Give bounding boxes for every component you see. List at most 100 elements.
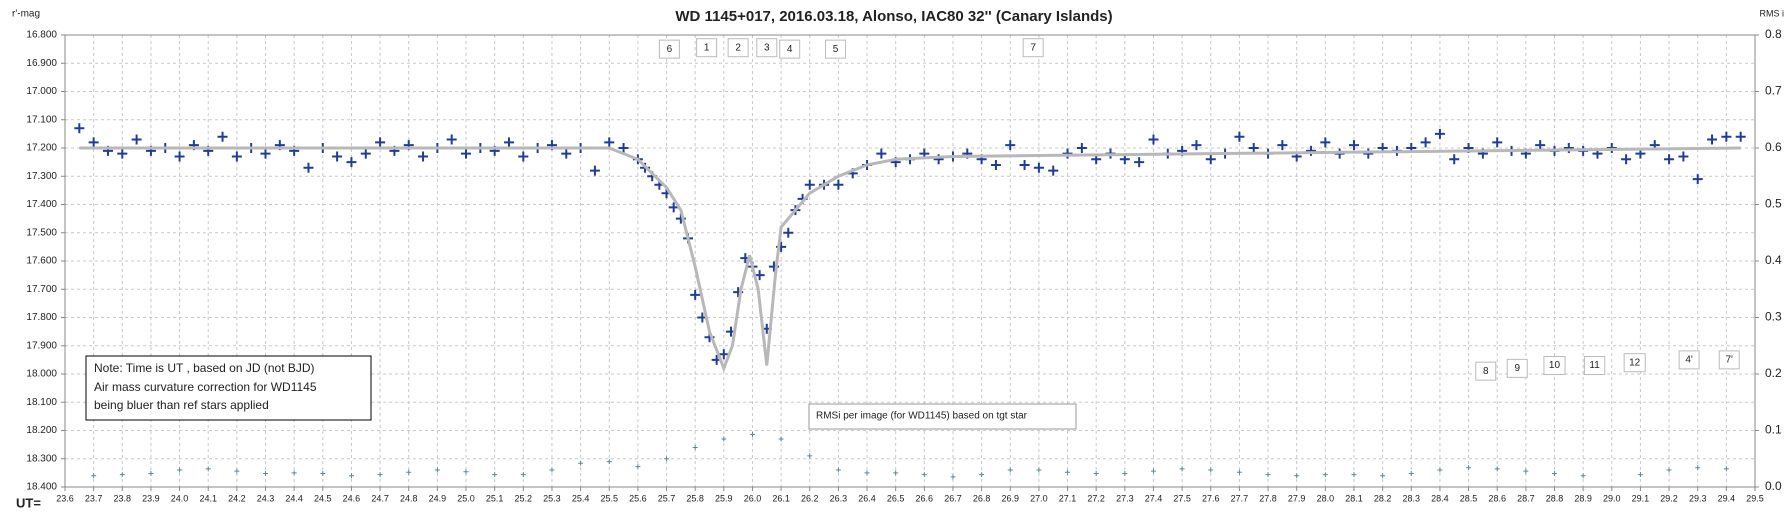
rms-point [835,467,841,473]
mag-point [1234,131,1245,142]
x-tick-label: 26.6 [916,493,934,503]
y-tick-label: 17.500 [26,227,57,238]
mag-point [1062,148,1073,159]
x-tick-label: 26.0 [744,493,762,503]
mag-point [1420,137,1431,148]
event-label: 3 [764,42,770,53]
x-tick-label: 29.1 [1632,493,1650,503]
x-tick-label: 24.4 [285,493,303,503]
y-axis-label: r'-mag [12,9,40,20]
rms-point [434,467,440,473]
event-label: 2 [735,42,741,53]
mag-point [1248,143,1259,153]
rms-point [864,470,870,476]
rms-point [348,473,354,479]
x-tick-label: 26.5 [887,493,905,503]
x-tick-label: 27.3 [1116,493,1134,503]
x-tick-label: 28.1 [1345,493,1363,503]
event-label: 11 [1589,360,1600,371]
x-tick-label: 26.8 [973,493,991,503]
rms-point [1093,470,1099,476]
event-box [756,38,778,58]
rms-point [1723,466,1729,472]
rms-point [1122,470,1128,476]
x-tick-label: 27.8 [1259,493,1277,503]
x-tick-label: 25.6 [629,493,647,503]
rms-point [1007,467,1013,473]
rms-point [1179,466,1185,472]
event-box [1506,358,1528,378]
rms-point [778,436,784,442]
y2-tick-label: 0.2 [1765,366,1782,380]
rms-point [807,453,813,459]
mag-point [503,137,514,148]
event-box [658,39,680,59]
y-tick-label: 17.000 [26,86,57,97]
mag-point [88,137,99,148]
x-tick-label: 24.5 [314,493,332,503]
mag-point [1076,143,1087,153]
y-tick-label: 17.300 [26,171,57,182]
y-tick-label: 18.400 [26,482,57,493]
y2-tick-label: 0.6 [1765,140,1782,154]
mag-point [74,123,85,134]
event-box [1678,350,1700,370]
event-label: 4' [1685,355,1693,366]
x-axis-label: UT= [16,495,41,510]
x-tick-label: 23.9 [142,493,160,503]
mag-point [1048,165,1059,176]
rms-point [1580,473,1586,479]
mag-point [1563,143,1574,153]
mag-point [1005,140,1016,151]
mag-point [1019,159,1030,170]
y-tick-label: 18.000 [26,369,57,380]
x-tick-label: 26.7 [944,493,962,503]
x-tick-label: 27.5 [1173,493,1191,503]
event-box [1623,353,1646,373]
y-tick-label: 17.800 [26,312,57,323]
x-tick-label: 28.6 [1488,493,1506,503]
x-tick-label: 27.0 [1030,493,1048,503]
mag-point [1033,162,1044,173]
mag-point [1735,131,1746,142]
mag-point [1277,140,1288,151]
x-tick-label: 25.9 [715,493,733,503]
mag-point [690,289,701,300]
event-box [1718,350,1740,370]
y-tick-label: 16.800 [26,30,57,41]
event-box [1475,361,1497,381]
x-tick-label: 27.4 [1145,493,1163,503]
y2-tick-label: 0.4 [1765,253,1782,267]
x-tick-label: 25.8 [686,493,704,503]
rms-point [1494,466,1500,472]
x-tick-label: 28.2 [1374,493,1392,503]
y-tick-label: 17.700 [26,284,57,295]
mag-point [217,131,228,142]
rms-point [492,472,498,478]
x-tick-label: 25.3 [543,493,561,503]
mag-point [1348,140,1359,151]
mag-point [117,148,128,159]
rms-point [606,459,612,465]
y2-axis-label: RMS i [1760,8,1785,18]
mag-point [1664,154,1675,165]
rms-point [578,460,584,466]
y-tick-label: 16.900 [26,58,57,69]
mag-point [1306,145,1317,156]
event-box [727,38,749,58]
rms-point [91,473,97,479]
mag-point [346,157,357,168]
rms-point [1236,469,1242,475]
rms-point [520,472,526,478]
rms-point [1351,472,1357,478]
mag-point [1205,154,1216,165]
x-tick-label: 27.1 [1059,493,1077,503]
mag-point [589,165,600,176]
x-tick-label: 29.5 [1746,493,1764,503]
mag-point [1449,154,1460,165]
x-tick-label: 24.2 [228,493,246,503]
x-tick-label: 27.9 [1288,493,1306,503]
rms-point [950,474,956,480]
rms-point [148,470,154,476]
mag-point [260,148,271,159]
